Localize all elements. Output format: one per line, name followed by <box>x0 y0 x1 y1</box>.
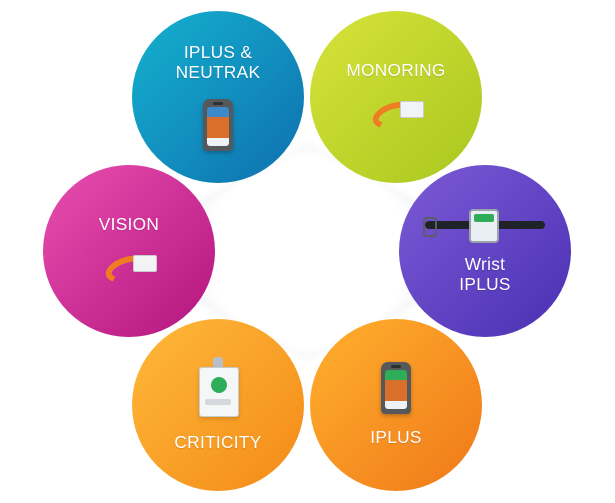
dosimeter-icon <box>381 362 411 414</box>
node-label: VISION <box>99 215 159 235</box>
node-iplus-neutrak: IPLUS & NEUTRAK <box>132 11 304 183</box>
bracelet-icon <box>368 97 424 133</box>
node-label: IPLUS <box>370 428 421 448</box>
node-label: IPLUS & NEUTRAK <box>176 43 261 83</box>
dosimeter-icon <box>203 99 233 151</box>
bracelet-icon <box>101 251 157 287</box>
node-iplus: IPLUS <box>310 319 482 491</box>
node-criticity: CRITICITY <box>132 319 304 491</box>
node-label: MONORING <box>346 61 445 81</box>
node-monoring: MONORING <box>310 11 482 183</box>
node-label: Wrist IPLUS <box>459 255 510 295</box>
node-vision: VISION <box>43 165 215 337</box>
node-label: CRITICITY <box>174 433 261 453</box>
badge-icon <box>193 357 243 419</box>
wristband-icon <box>425 207 545 241</box>
diagram-stage: IPLUS & NEUTRAK MONORING Wrist IPLUS IPL… <box>0 0 615 503</box>
node-wrist-iplus: Wrist IPLUS <box>399 165 571 337</box>
